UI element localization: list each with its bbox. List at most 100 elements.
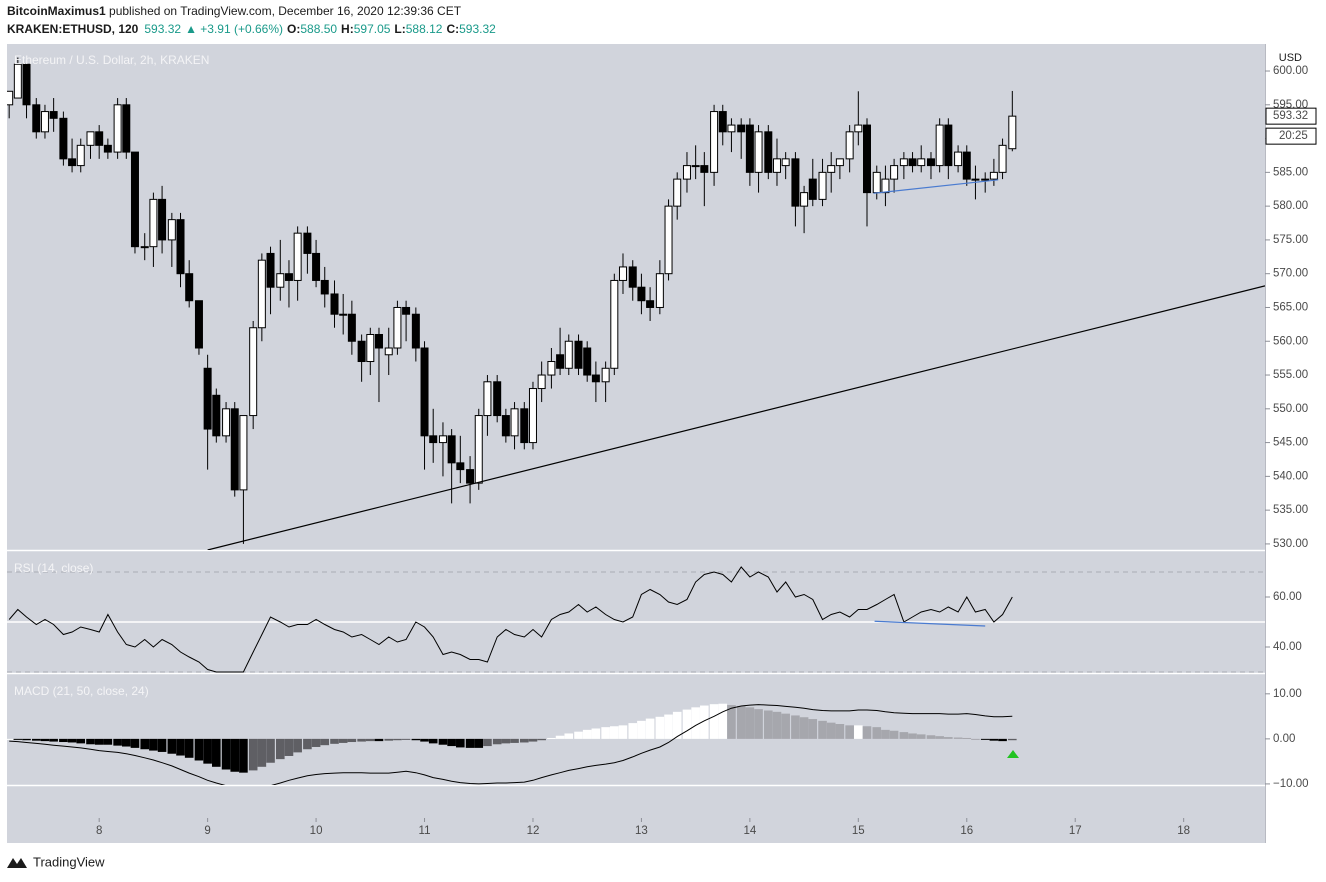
histogram-bar <box>184 738 194 758</box>
histogram-bar <box>303 738 312 750</box>
field-label: O: <box>287 22 300 36</box>
candle-body <box>954 151 963 167</box>
candle-body <box>303 232 312 254</box>
candle-body <box>862 124 871 194</box>
candle-body <box>456 462 465 471</box>
field-label: L: <box>394 22 405 36</box>
candle-body <box>618 266 627 281</box>
field-label: H: <box>341 22 354 36</box>
histogram-bar <box>13 738 23 740</box>
alert-marker <box>1007 750 1019 758</box>
y-tick-label: 530.00 <box>1273 538 1308 550</box>
candle-body <box>167 219 176 241</box>
histogram-bar <box>330 738 339 744</box>
histogram-bar <box>347 738 357 743</box>
candle-body <box>583 347 592 376</box>
candle-body <box>194 300 203 349</box>
histogram-bar <box>574 731 583 739</box>
candle-body <box>574 340 583 369</box>
trendline <box>873 179 999 194</box>
histogram-bar <box>962 737 972 739</box>
candle-body <box>854 124 863 133</box>
candle-body <box>239 415 248 491</box>
histogram-bar <box>736 705 746 739</box>
histogram-bar <box>176 738 185 756</box>
currency-label: USD <box>1279 52 1302 64</box>
candle-body <box>664 205 673 275</box>
histogram-bar <box>366 738 375 742</box>
candle-body <box>917 158 926 167</box>
histogram-bar <box>872 727 882 739</box>
candle-body <box>212 394 221 437</box>
histogram-bar <box>718 703 728 739</box>
pane-title: MACD (21, 50, close, 24) <box>14 684 149 698</box>
candle-body <box>293 232 302 281</box>
x-tick-label: 12 <box>527 825 540 837</box>
symbol: KRAKEN:ETHUSD, 120 <box>7 22 139 36</box>
candle-body <box>185 273 194 302</box>
histogram-bar <box>113 738 122 746</box>
field-value: 588.12 <box>406 22 443 36</box>
candle-body <box>103 144 112 153</box>
histogram-bar <box>338 738 348 743</box>
histogram-bar <box>591 728 601 739</box>
histogram-bar <box>645 718 655 739</box>
histogram-bar <box>257 738 267 767</box>
candle-body <box>808 178 817 200</box>
brand: TradingView <box>7 854 105 869</box>
candle-body <box>564 340 573 369</box>
candle-body <box>402 306 411 315</box>
histogram-bar <box>157 738 167 752</box>
candle-body <box>610 279 619 369</box>
histogram-bar <box>167 738 177 754</box>
x-tick-label: 18 <box>1177 825 1190 837</box>
x-tick-label: 10 <box>310 825 323 837</box>
histogram-bar <box>519 738 529 743</box>
histogram-bar <box>709 704 719 739</box>
histogram-bar <box>49 738 58 742</box>
histogram-bar <box>393 738 402 741</box>
candle-body <box>845 131 854 160</box>
y-tick-label: 575.00 <box>1273 234 1308 246</box>
histogram-bar <box>59 738 68 743</box>
candle-body <box>520 408 529 444</box>
field-value: 588.50 <box>300 22 337 36</box>
candle-body <box>781 158 790 167</box>
candle-body <box>49 111 58 119</box>
candle-body <box>890 165 899 180</box>
histogram-bar <box>401 738 411 740</box>
candle-body <box>510 408 519 437</box>
candle-body <box>257 259 266 329</box>
y-tick-label: 545.00 <box>1273 437 1308 449</box>
candle-body <box>95 131 104 146</box>
x-tick-label: 13 <box>635 825 648 837</box>
histogram-bar <box>808 719 818 739</box>
candle-body <box>438 435 447 444</box>
histogram-bar <box>881 729 890 739</box>
histogram-bar <box>889 730 899 739</box>
histogram-bar <box>203 738 212 764</box>
last-price-box <box>1265 107 1317 125</box>
candle-body <box>374 333 383 349</box>
candle-body <box>312 252 321 281</box>
histogram-bar <box>456 738 465 748</box>
histogram-bar <box>320 738 330 746</box>
candle-body <box>772 158 781 173</box>
candle-body <box>682 165 691 180</box>
candle-body <box>944 124 953 167</box>
candle-body <box>691 165 700 168</box>
histogram-bar <box>745 707 755 739</box>
brand-name: TradingView <box>33 854 105 869</box>
histogram-bar <box>7 738 14 740</box>
pane-title: RSI (14, close) <box>14 561 93 575</box>
candle-body <box>981 178 990 181</box>
x-tick-label: 11 <box>419 825 431 837</box>
candle-body <box>7 90 14 106</box>
y-tick-label: 600.00 <box>1273 65 1308 77</box>
y-tick-label: 560.00 <box>1273 335 1308 347</box>
candle-body <box>158 198 167 241</box>
candle-body <box>222 408 231 437</box>
histogram-bar <box>564 733 574 739</box>
candle-body <box>32 104 41 133</box>
